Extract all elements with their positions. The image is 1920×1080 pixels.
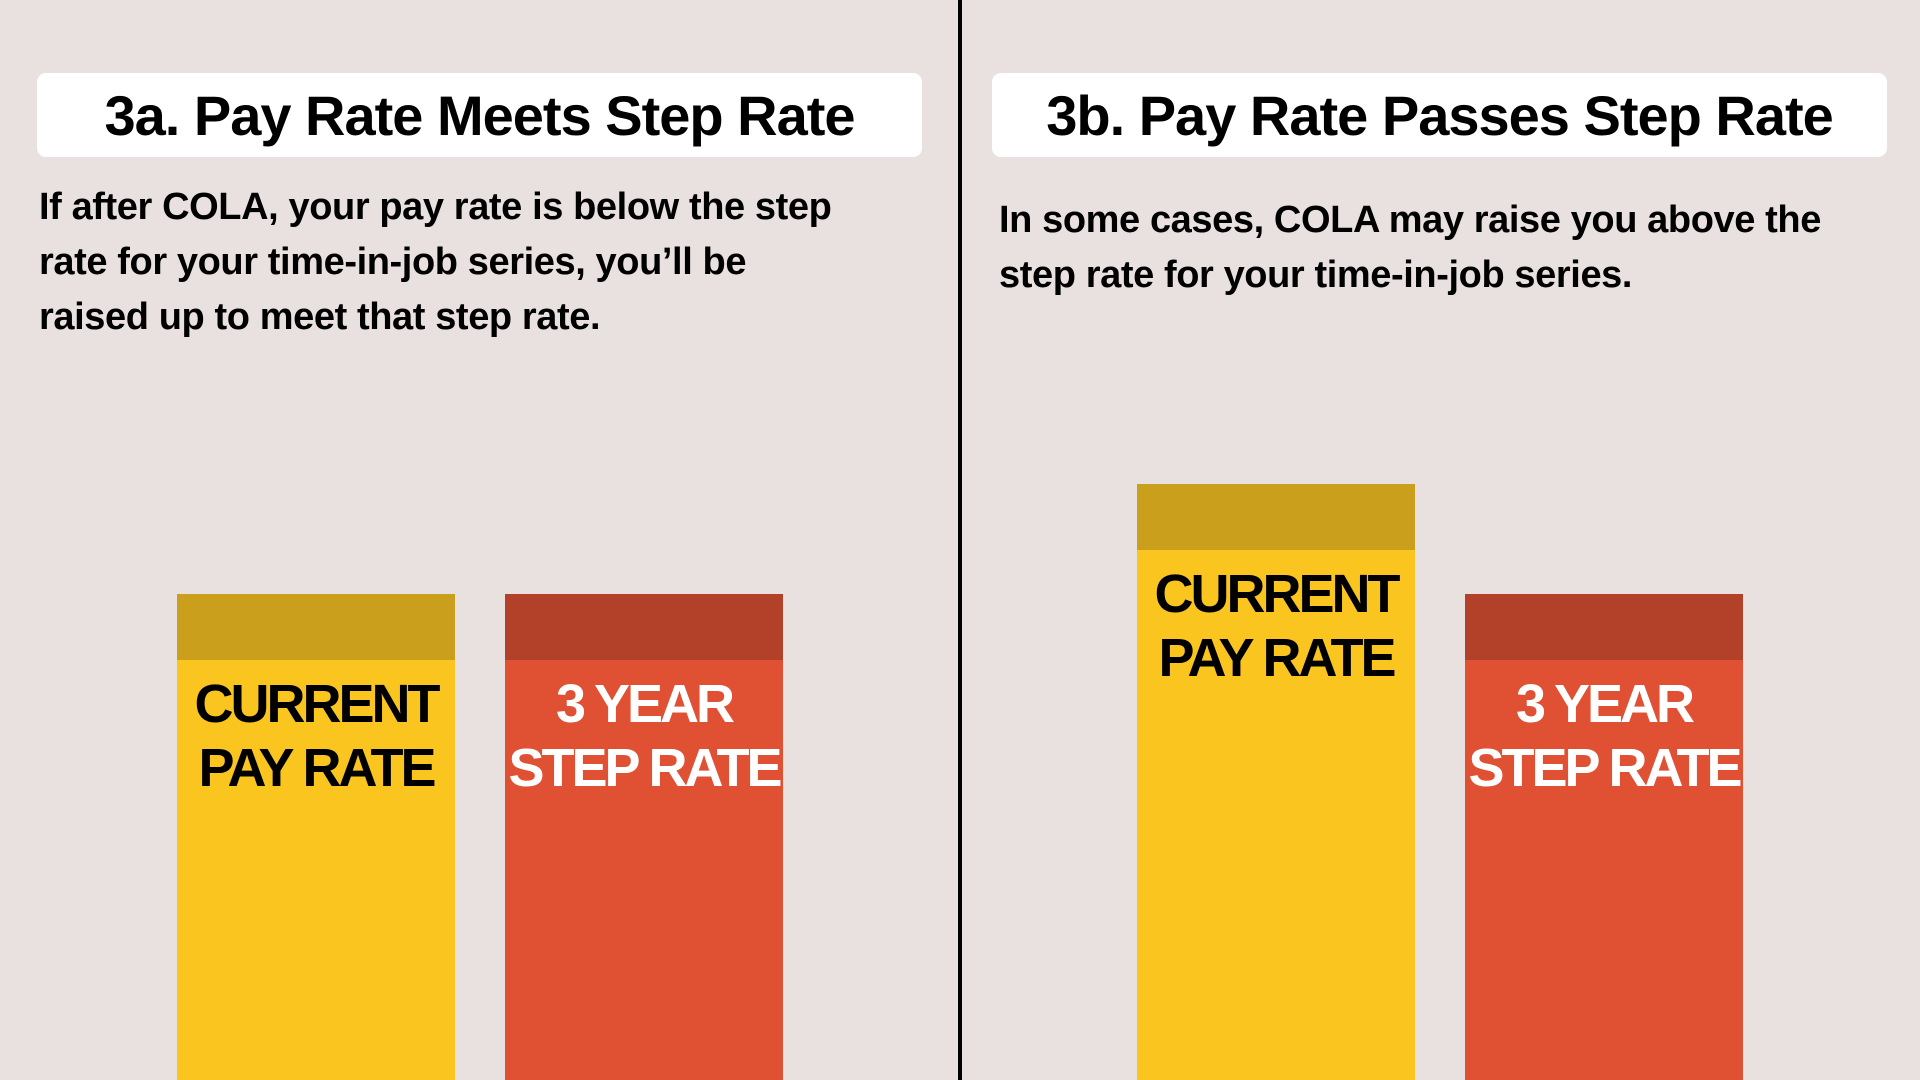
bar-label-line: 3 YEAR bbox=[555, 674, 735, 734]
description-line: If after COLA, your pay rate is below th… bbox=[39, 186, 832, 228]
panel-3b-title-box: 3b. Pay Rate Passes Step Rate bbox=[992, 73, 1887, 157]
bar-cap bbox=[177, 594, 455, 660]
bar-label-line: CURRENT bbox=[194, 674, 441, 734]
bar-label-line: STEP RATE bbox=[1468, 738, 1742, 798]
panel-3a-title-box: 3a. Pay Rate Meets Step Rate bbox=[37, 73, 922, 157]
panel-3a-title: 3a. Pay Rate Meets Step Rate bbox=[104, 83, 855, 147]
current-pay-rate-bar: CURRENT PAY RATE bbox=[1137, 484, 1415, 1080]
panel-3a-description: If after COLA, your pay rate is below th… bbox=[39, 180, 832, 345]
bar-label: CURRENT PAY RATE bbox=[177, 660, 455, 800]
bar-label-line: STEP RATE bbox=[508, 738, 782, 798]
description-line: step rate for your time-in-job series. bbox=[999, 254, 1633, 296]
step-rate-bar: 3 YEAR STEP RATE bbox=[505, 594, 783, 1080]
current-pay-rate-bar: CURRENT PAY RATE bbox=[177, 594, 455, 1080]
panel-divider bbox=[958, 0, 962, 1080]
bar-cap bbox=[505, 594, 783, 660]
panel-3b-title: 3b. Pay Rate Passes Step Rate bbox=[1046, 83, 1834, 147]
bar-cap bbox=[1137, 484, 1415, 550]
bar-label: 3 YEAR STEP RATE bbox=[1465, 660, 1743, 800]
bar-label: 3 YEAR STEP RATE bbox=[505, 660, 783, 800]
bar-label-line: PAY RATE bbox=[198, 738, 436, 798]
description-line: raised up to meet that step rate. bbox=[39, 296, 601, 338]
bar-label-line: CURRENT bbox=[1154, 564, 1401, 624]
description-line: rate for your time-in-job series, you’ll… bbox=[39, 241, 747, 283]
step-rate-bar: 3 YEAR STEP RATE bbox=[1465, 594, 1743, 1080]
bar-label-line: 3 YEAR bbox=[1515, 674, 1695, 734]
description-line: In some cases, COLA may raise you above … bbox=[999, 199, 1821, 241]
bar-label-line: PAY RATE bbox=[1158, 628, 1396, 688]
bar-label: CURRENT PAY RATE bbox=[1137, 550, 1415, 690]
panel-3b-description: In some cases, COLA may raise you above … bbox=[999, 193, 1821, 303]
bar-cap bbox=[1465, 594, 1743, 660]
